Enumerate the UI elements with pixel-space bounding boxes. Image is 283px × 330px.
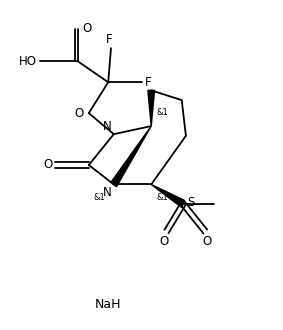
Text: O: O [82,22,91,35]
Text: N: N [103,186,112,199]
Text: O: O [43,158,52,172]
Text: F: F [106,33,113,46]
Text: NaH: NaH [95,298,121,311]
Text: &1: &1 [94,193,106,202]
Polygon shape [111,126,151,187]
Polygon shape [148,90,155,126]
Text: O: O [202,235,211,248]
Text: &1: &1 [157,108,168,117]
Text: O: O [74,107,84,119]
Text: O: O [160,235,169,248]
Text: HO: HO [19,55,37,68]
Text: &1: &1 [157,193,168,202]
Polygon shape [151,184,185,207]
Text: S: S [187,196,194,209]
Text: N: N [103,119,112,133]
Text: F: F [145,76,151,89]
